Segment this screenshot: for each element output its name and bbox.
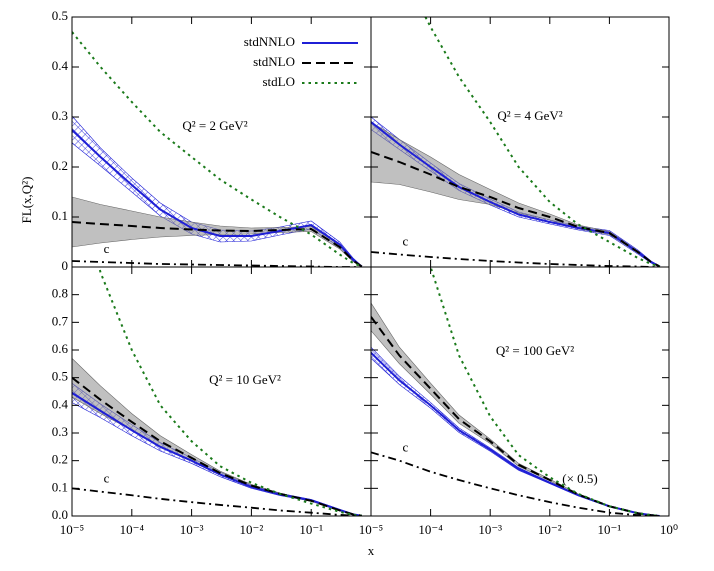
- series-line: [424, 17, 661, 267]
- y-tick-label: 0.1: [52, 479, 68, 494]
- curve-label: c: [104, 471, 110, 486]
- panel-frame: [370, 16, 670, 268]
- y-tick-label: 0.4: [52, 396, 69, 411]
- series-line: [371, 151, 661, 267]
- plot-area: [72, 267, 363, 516]
- y-tick-label: 0.0: [52, 507, 68, 522]
- series-line: [371, 251, 660, 267]
- error-band: [371, 121, 661, 267]
- series-line: [371, 451, 660, 516]
- curve-label: c: [403, 233, 409, 248]
- x-tick-label: 10⁰: [660, 522, 678, 537]
- x-tick-label: 10⁻¹: [598, 522, 622, 537]
- error-band: [371, 302, 660, 516]
- annotation: Q² = 4 GeV²: [497, 108, 562, 123]
- plot-area: [371, 17, 661, 267]
- x-tick-label: 10⁻³: [180, 522, 204, 537]
- x-tick-label: 10⁻⁵: [60, 522, 84, 537]
- y-tick-label: 0.2: [52, 158, 68, 173]
- series-line: [429, 267, 660, 516]
- x-tick-label: 10⁻²: [538, 522, 562, 537]
- y-tick-label: 0.1: [52, 208, 68, 223]
- series-line: [371, 121, 661, 267]
- annotation: (× 0.5): [562, 471, 598, 486]
- y-tick-label: 0.5: [52, 8, 68, 23]
- series-line: [72, 376, 362, 516]
- error-band-hatch: [72, 116, 362, 267]
- plot-area: [371, 267, 660, 516]
- annotation: Q² = 100 GeV²: [496, 343, 574, 358]
- y-tick-label: 0.4: [52, 58, 69, 73]
- x-tick-label: 10⁻⁵: [359, 522, 383, 537]
- y-tick-label: 0.8: [52, 286, 68, 301]
- x-tick-label: 10⁻³: [478, 522, 502, 537]
- y-tick-label: 0.3: [52, 108, 68, 123]
- error-band-hatch: [371, 117, 660, 267]
- y-tick-label: 0.6: [52, 341, 69, 356]
- y-tick-label: 0.3: [52, 424, 68, 439]
- y-tick-label: 0: [62, 258, 69, 273]
- plot-area: [72, 31, 363, 267]
- series-line: [72, 260, 362, 267]
- error-band: [371, 116, 661, 267]
- legend-label: stdNNLO: [244, 34, 295, 49]
- series-line: [72, 31, 363, 267]
- series-line: [72, 487, 362, 516]
- error-band: [72, 115, 363, 267]
- y-axis-label: FL(x,Q²): [19, 177, 34, 224]
- x-tick-label: 10⁻¹: [299, 522, 323, 537]
- x-tick-label: 10⁻⁴: [120, 522, 145, 537]
- panel-frame: [370, 266, 670, 517]
- series-line: [371, 316, 660, 516]
- error-band: [72, 196, 363, 267]
- x-axis-label: x: [368, 543, 375, 558]
- series-line: [72, 392, 362, 516]
- legend-label: stdLO: [263, 74, 296, 89]
- curve-label: c: [403, 440, 409, 455]
- x-tick-label: 10⁻⁴: [418, 522, 443, 537]
- y-tick-label: 0.2: [52, 452, 68, 467]
- series-line: [72, 129, 363, 267]
- legend-label: stdNLO: [253, 54, 295, 69]
- y-tick-label: 0.5: [52, 369, 68, 384]
- series-line: [98, 267, 362, 516]
- y-tick-label: 0.7: [52, 313, 69, 328]
- annotation: Q² = 2 GeV²: [182, 118, 247, 133]
- curve-label: c: [104, 241, 110, 256]
- x-tick-label: 10⁻²: [240, 522, 264, 537]
- panel-frame: [71, 266, 372, 517]
- annotation: Q² = 10 GeV²: [209, 372, 281, 387]
